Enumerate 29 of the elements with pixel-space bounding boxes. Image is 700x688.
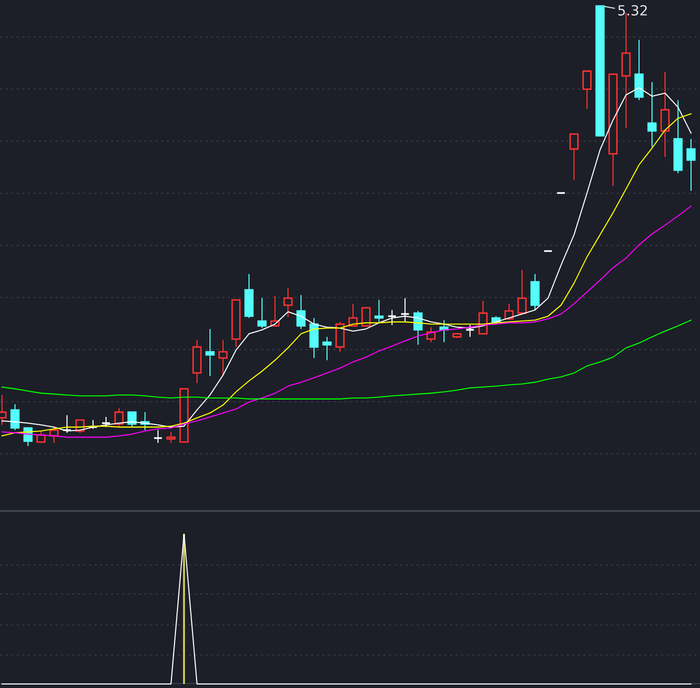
candlestick — [127, 411, 137, 428]
candlestick — [309, 317, 319, 359]
candlestick — [387, 310, 397, 326]
candlestick — [218, 339, 228, 376]
candlestick — [686, 138, 696, 192]
candlestick — [296, 294, 306, 330]
candlestick — [361, 307, 371, 327]
candlestick — [166, 431, 176, 444]
annotation: 5.32 — [618, 5, 647, 16]
candlestick — [10, 404, 20, 431]
candlestick — [504, 303, 514, 321]
candlestick — [205, 328, 215, 377]
candlestick — [283, 288, 293, 318]
candlestick — [647, 82, 657, 148]
candlestick — [465, 324, 475, 338]
candlestick — [257, 298, 267, 329]
candlestick — [153, 430, 163, 444]
candlestick — [101, 416, 111, 428]
candlestick — [517, 269, 527, 314]
candlestick — [634, 39, 644, 101]
candlestick — [335, 321, 345, 352]
candlestick — [660, 71, 670, 158]
candlestick — [374, 299, 384, 322]
candlestick — [569, 133, 579, 180]
candlestick — [114, 408, 124, 428]
candlestick — [322, 336, 332, 361]
candlestick — [582, 70, 592, 110]
candlestick — [530, 273, 540, 311]
candlestick — [400, 298, 410, 322]
